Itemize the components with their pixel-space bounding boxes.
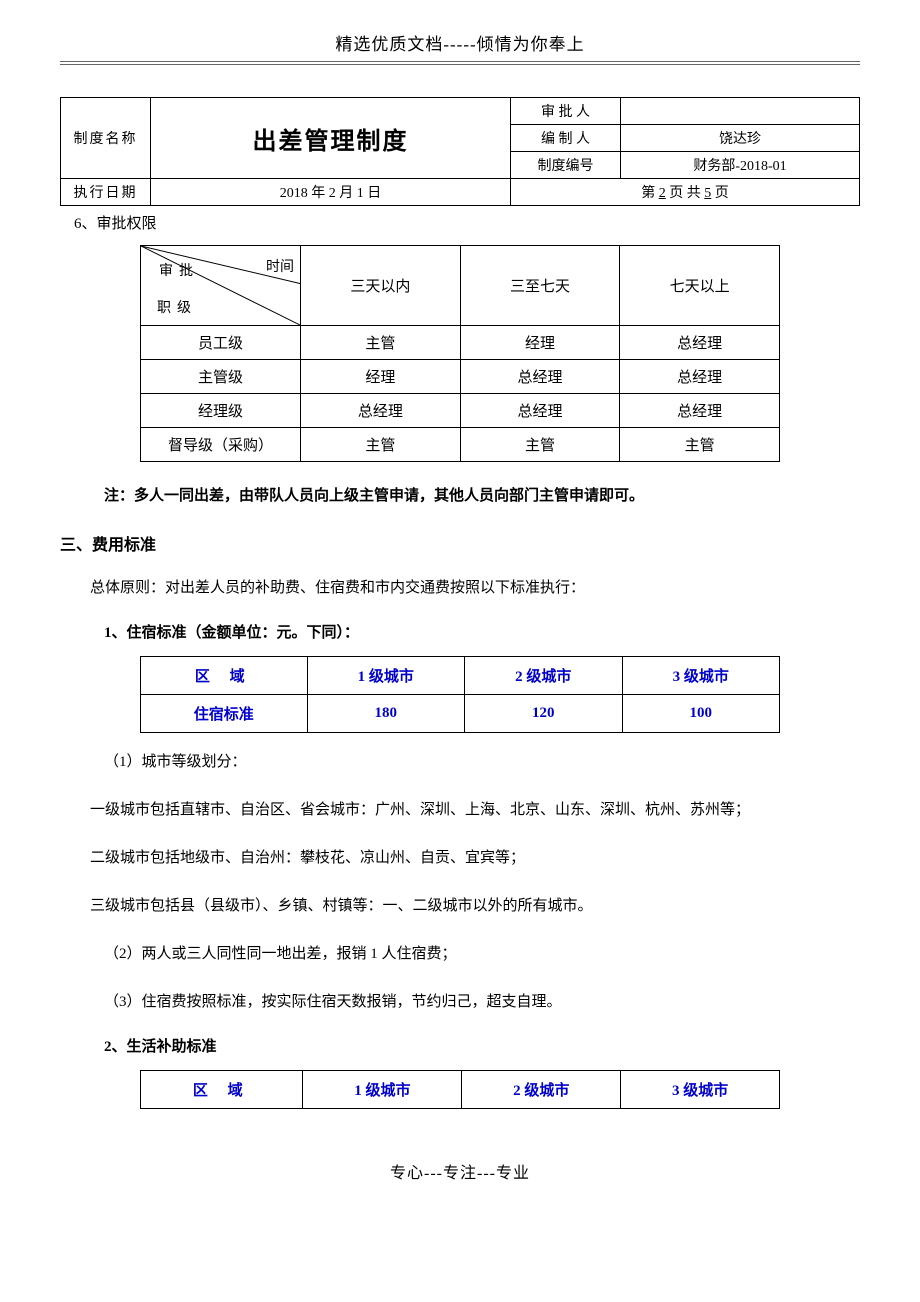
approval-cell: 主管 xyxy=(620,428,780,462)
rule-2: （2）两人或三人同性同一地出差，报销 1 人住宿费； xyxy=(60,939,860,969)
approval-diag-header: 审批 时间 职级 xyxy=(141,246,301,326)
city-level-1: 一级城市包括直辖市、自治区、省会城市：广州、深圳、上海、北京、山东、深圳、杭州、… xyxy=(60,795,860,825)
page-header-text: 精选优质文档-----倾情为你奉上 xyxy=(60,30,860,55)
hdr-title-cell: 出差管理制度 xyxy=(151,98,511,179)
city-division-label: （1）城市等级划分： xyxy=(60,747,860,777)
liv-col-3: 3 级城市 xyxy=(621,1070,780,1108)
liv-col-1: 1 级城市 xyxy=(303,1070,462,1108)
living-allowance-heading: 2、生活补助标准 xyxy=(60,1035,860,1056)
acc-col-3: 3 级城市 xyxy=(622,656,780,694)
acc-val-2: 100 xyxy=(622,694,780,732)
acc-row-label: 住宿标准 xyxy=(141,694,308,732)
approval-row: 督导级（采购） 主管 主管 主管 xyxy=(141,428,780,462)
approval-cell: 主管 xyxy=(301,428,461,462)
approval-cell: 总经理 xyxy=(620,394,780,428)
hdr-name-label: 制度名称 xyxy=(61,98,151,179)
approval-cell: 主管 xyxy=(460,428,620,462)
diag-approve-label: 审批 xyxy=(159,260,199,280)
hdr-page-info: 第 2 页 共 5 页 xyxy=(511,179,860,206)
page-text-a: 第 xyxy=(641,186,659,201)
approval-level-0: 员工级 xyxy=(141,326,301,360)
acc-col-1: 1 级城市 xyxy=(307,656,464,694)
approval-table: 审批 时间 职级 三天以内 三至七天 七天以上 员工级 主管 经理 总经理 主管… xyxy=(140,245,780,462)
living-allowance-table: 区 域 1 级城市 2 级城市 3 级城市 xyxy=(140,1070,780,1109)
diag-time-label: 时间 xyxy=(266,256,294,276)
page-footer: 专心---专注---专业 xyxy=(60,1159,860,1183)
acc-val-1: 120 xyxy=(465,694,622,732)
page-text-b: 页 共 xyxy=(666,186,705,201)
approval-level-2: 经理级 xyxy=(141,394,301,428)
approval-cell: 经理 xyxy=(301,360,461,394)
approval-col-1: 三至七天 xyxy=(460,246,620,326)
hdr-approver-value xyxy=(621,98,860,125)
approval-row: 经理级 总经理 总经理 总经理 xyxy=(141,394,780,428)
hdr-date-value: 2018 年 2 月 1 日 xyxy=(151,179,511,206)
hdr-code-label: 制度编号 xyxy=(511,152,621,179)
approval-note: 注：多人一同出差，由带队人员向上级主管申请，其他人员向部门主管申请即可。 xyxy=(104,482,860,511)
approval-cell: 总经理 xyxy=(460,360,620,394)
acc-col-2: 2 级城市 xyxy=(465,656,622,694)
accommodation-heading: 1、住宿标准（金额单位：元。下同）： xyxy=(60,621,860,642)
approval-row: 主管级 经理 总经理 总经理 xyxy=(141,360,780,394)
acc-val-0: 180 xyxy=(307,694,464,732)
acc-col-0: 区 域 xyxy=(141,656,308,694)
hdr-author-value: 饶达珍 xyxy=(621,125,860,152)
approval-cell: 主管 xyxy=(301,326,461,360)
page-text-c: 页 xyxy=(711,186,729,201)
diag-level-label: 职级 xyxy=(157,297,197,317)
liv-col-2: 2 级城市 xyxy=(462,1070,621,1108)
liv-col-0: 区 域 xyxy=(141,1070,303,1108)
approval-level-3: 督导级（采购） xyxy=(141,428,301,462)
section-3-intro: 总体原则：对出差人员的补助费、住宿费和市内交通费按照以下标准执行： xyxy=(60,573,860,603)
rule-3: （3）住宿费按照标准，按实际住宿天数报销，节约归己，超支自理。 xyxy=(60,987,860,1017)
approval-col-0: 三天以内 xyxy=(301,246,461,326)
header-divider xyxy=(60,61,860,67)
hdr-date-label: 执行日期 xyxy=(61,179,151,206)
doc-header-table: 制度名称 出差管理制度 审 批 人 编 制 人 饶达珍 制度编号 财务部-201… xyxy=(60,97,860,206)
section-3-title: 三、费用标准 xyxy=(60,531,860,555)
approval-cell: 总经理 xyxy=(620,326,780,360)
hdr-code-value: 财务部-2018-01 xyxy=(621,152,860,179)
approval-col-2: 七天以上 xyxy=(620,246,780,326)
accommodation-table: 区 域 1 级城市 2 级城市 3 级城市 住宿标准 180 120 100 xyxy=(140,656,780,733)
approval-row: 员工级 主管 经理 总经理 xyxy=(141,326,780,360)
approval-level-1: 主管级 xyxy=(141,360,301,394)
approval-cell: 经理 xyxy=(460,326,620,360)
hdr-approver-label: 审 批 人 xyxy=(511,98,621,125)
approval-cell: 总经理 xyxy=(460,394,620,428)
page-current: 2 xyxy=(659,186,666,201)
approval-cell: 总经理 xyxy=(620,360,780,394)
city-level-3: 三级城市包括县（县级市）、乡镇、村镇等：一、二级城市以外的所有城市。 xyxy=(60,891,860,921)
hdr-author-label: 编 制 人 xyxy=(511,125,621,152)
hdr-title: 出差管理制度 xyxy=(253,129,409,155)
city-level-2: 二级城市包括地级市、自治州：攀枝花、凉山州、自贡、宜宾等； xyxy=(60,843,860,873)
approval-cell: 总经理 xyxy=(301,394,461,428)
section-6-heading: 6、审批权限 xyxy=(60,212,860,233)
